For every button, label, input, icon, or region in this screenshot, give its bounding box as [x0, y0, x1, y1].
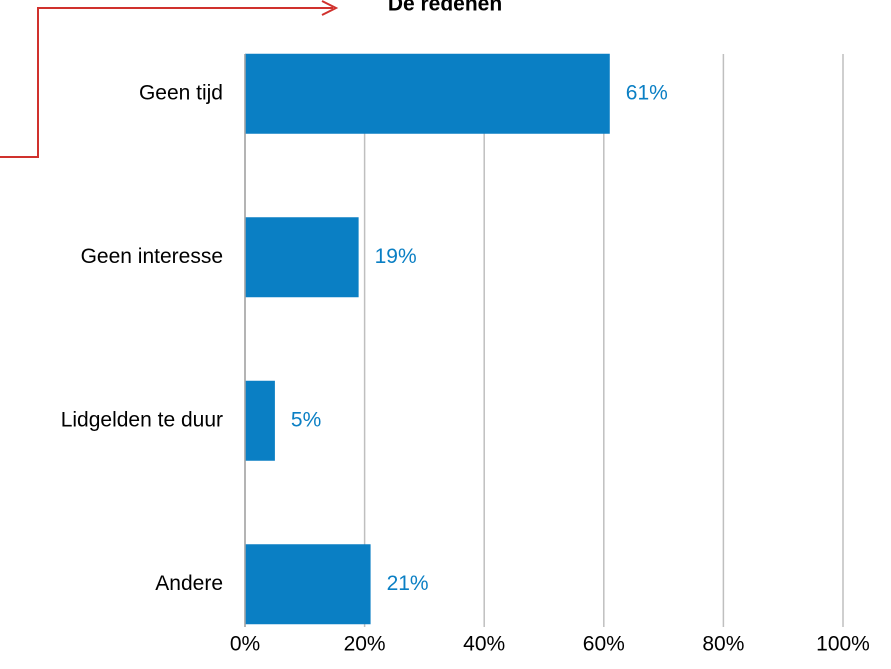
x-tick-label: 100% — [816, 633, 870, 656]
bar — [245, 53, 610, 134]
value-label: 61% — [626, 81, 668, 104]
bar — [245, 544, 371, 625]
y-tick-label: Geen tijd — [139, 81, 223, 104]
arrow-head — [321, 0, 339, 16]
value-label: 5% — [291, 408, 321, 431]
x-tick-label: 80% — [702, 633, 744, 656]
value-label: 21% — [387, 572, 429, 595]
value-label: 19% — [375, 245, 417, 268]
x-tick-label: 40% — [463, 633, 505, 656]
bar — [245, 380, 275, 461]
x-tick-label: 0% — [230, 633, 260, 656]
x-tick-label: 20% — [344, 633, 386, 656]
x-tick-label: 60% — [583, 633, 625, 656]
bar — [245, 217, 359, 298]
y-tick-label: Lidgelden te duur — [61, 408, 223, 431]
y-tick-label: Geen interesse — [81, 245, 223, 268]
chart-title: De redenen — [388, 0, 502, 16]
y-tick-label: Andere — [155, 572, 223, 595]
connector-arrow — [0, 7, 333, 158]
